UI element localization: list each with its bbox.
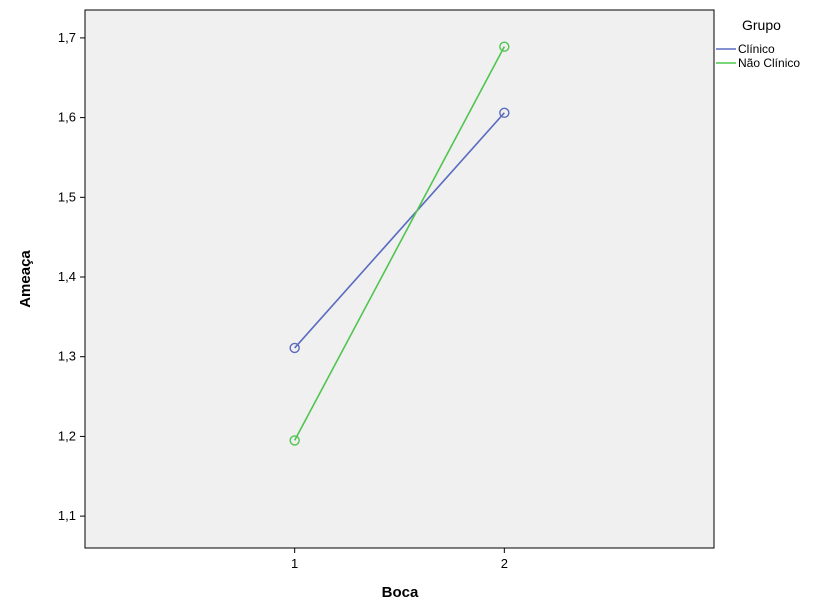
series-line: [294, 112, 505, 349]
y-axis: 1,1 1,2 1,3 1,4 1,5 1,6 1,7: [58, 30, 85, 523]
x-tick-label: 2: [501, 556, 508, 571]
x-axis-title: Boca: [382, 584, 419, 601]
legend-label: Não Clínico: [738, 56, 800, 70]
y-tick-label: 1,2: [58, 428, 76, 443]
series-point: [499, 107, 510, 119]
y-tick-label: 1,1: [58, 508, 76, 523]
series-layer: [289, 41, 510, 446]
series-point: [289, 342, 300, 354]
series-point: [289, 435, 300, 446]
y-axis-title: Ameaça: [17, 250, 34, 308]
series-point: [499, 41, 510, 52]
y-tick-label: 1,6: [58, 110, 76, 125]
legend-label: Clínico: [738, 42, 775, 56]
y-tick-label: 1,4: [58, 269, 76, 284]
y-tick-label: 1,5: [58, 189, 76, 204]
x-tick-label: 1: [291, 556, 298, 571]
y-tick-label: 1,3: [58, 349, 76, 364]
y-tick-label: 1,7: [58, 30, 76, 45]
plot-area: [84, 9, 715, 549]
series-line: [293, 46, 506, 441]
legend-title: Grupo: [742, 17, 781, 33]
